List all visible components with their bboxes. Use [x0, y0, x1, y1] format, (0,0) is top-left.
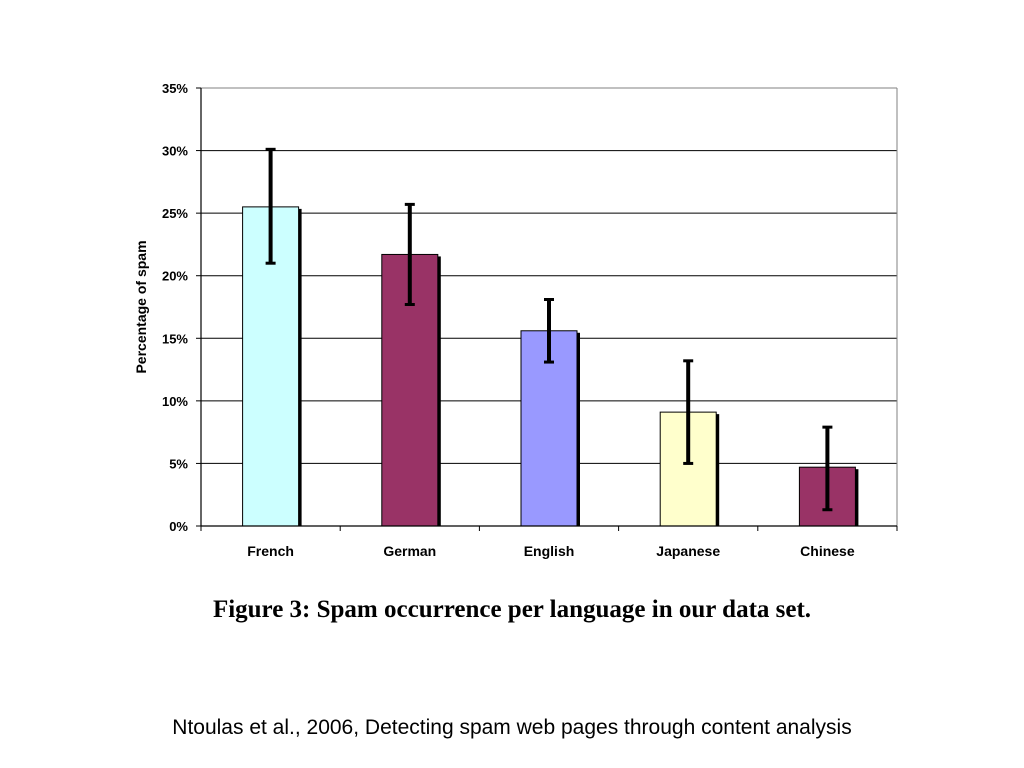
x-category-label: English	[524, 543, 575, 559]
figure-caption: Figure 3: Spam occurrence per language i…	[212, 596, 812, 623]
y-tick-label: 35%	[162, 81, 188, 96]
y-tick-label: 20%	[162, 269, 188, 284]
y-tick-label: 30%	[162, 144, 188, 159]
y-tick-label: 0%	[169, 519, 188, 534]
x-category-label: German	[383, 543, 436, 559]
citation: Ntoulas et al., 2006, Detecting spam web…	[172, 716, 852, 739]
error-bars	[265, 147, 833, 512]
x-axis-categories: French German English Japanese Chinese	[200, 526, 898, 559]
y-axis-title: Percentage of spam	[133, 240, 149, 373]
y-tick-label: 15%	[162, 331, 188, 346]
y-axis-ticks: 0% 5% 10% 15% 20% 25% 30% 35%	[162, 81, 201, 534]
bars	[242, 206, 859, 527]
y-tick-label: 25%	[162, 206, 188, 221]
x-category-label: Chinese	[800, 543, 855, 559]
bar-chart: 0% 5% 10% 15% 20% 25% 30% 35% French German Engli…	[133, 81, 898, 559]
y-tick-label: 5%	[169, 456, 188, 471]
x-category-label: French	[247, 543, 294, 559]
y-tick-label: 10%	[162, 394, 188, 409]
x-category-label: Japanese	[656, 543, 720, 559]
plot-frame	[200, 87, 898, 527]
